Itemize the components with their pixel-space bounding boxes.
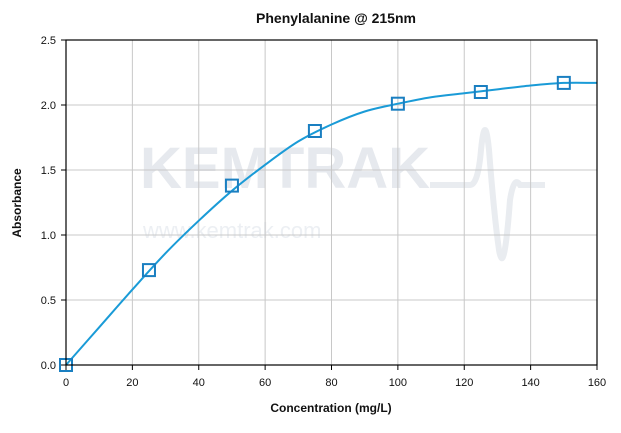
x-tick-label: 80 [325,377,337,389]
y-tick-label: 1.5 [41,165,56,177]
x-tick-label: 100 [389,377,407,389]
chart-title: Phenylalanine @ 215nm [256,10,416,26]
data-point [390,96,405,111]
ticks: 0 20 40 60 80 100 120 140 160 0.0 0.5 1.0 1.5 2.0 2.5 [41,35,606,389]
x-axis-label: Concentration (mg/L) [270,401,391,415]
data-point [556,75,571,90]
y-tick-label: 0.0 [41,360,56,372]
data-point [307,124,322,138]
x-tick-label: 20 [126,377,138,389]
watermark-brand: KEMTRAK [140,136,430,201]
data-point [141,263,156,278]
watermark: KEMTRAK www.kemtrak.com [140,127,545,262]
data-point [224,178,239,193]
x-tick-label: 120 [455,377,473,389]
y-tick-label: 2.5 [41,35,56,47]
y-axis-label: Absorbance [10,168,24,238]
grid [66,40,597,365]
watermark-url: www.kemtrak.com [142,218,321,243]
x-tick-label: 160 [588,377,606,389]
y-tick-label: 0.5 [41,295,56,307]
y-tick-label: 1.0 [41,230,56,242]
x-tick-label: 60 [259,377,271,389]
watermark-peak-icon [430,127,545,262]
x-tick-label: 40 [193,377,205,389]
x-tick-label: 140 [521,377,539,389]
data-point [473,85,488,99]
y-tick-label: 2.0 [41,100,56,112]
x-tick-label: 0 [63,377,69,389]
